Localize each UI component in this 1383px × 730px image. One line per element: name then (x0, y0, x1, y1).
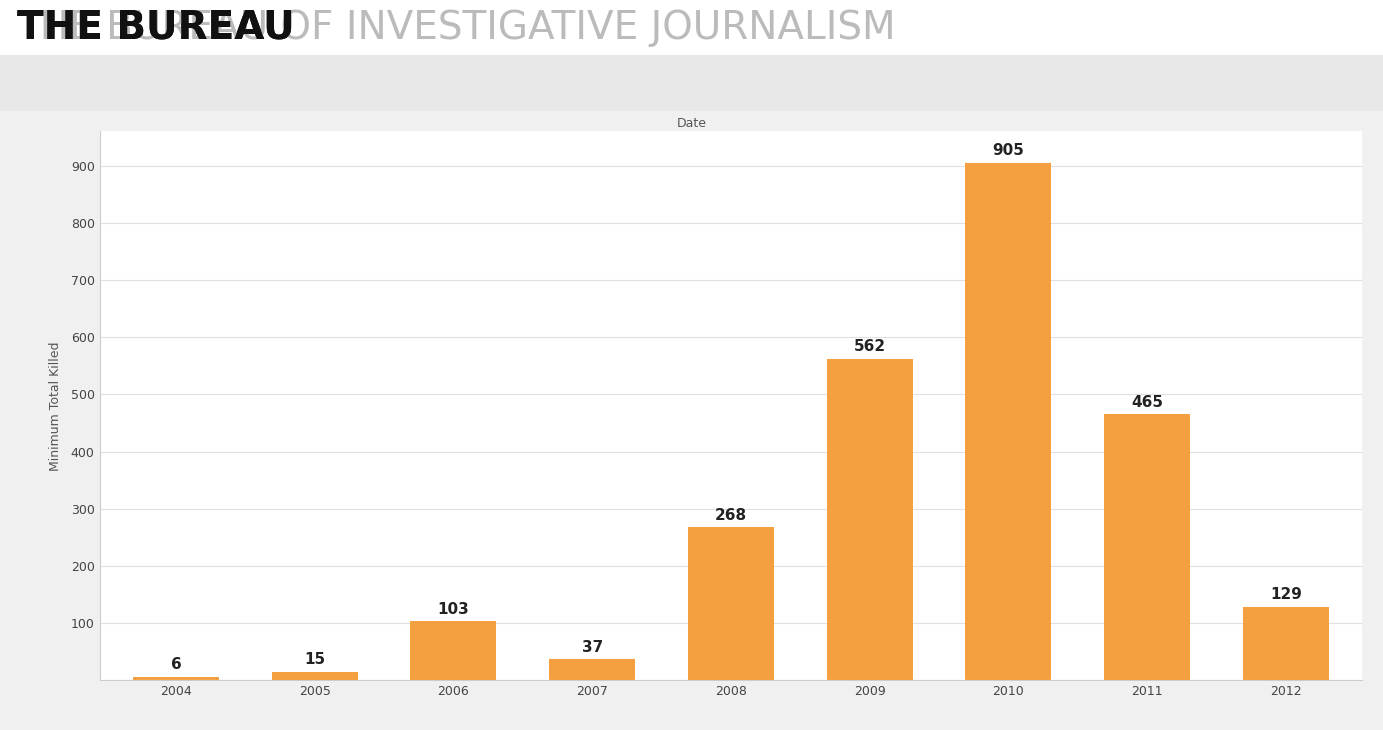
Text: THE BUREAU: THE BUREAU (17, 9, 295, 47)
Bar (271, 672, 358, 680)
Text: THE BUREAU: THE BUREAU (17, 9, 295, 47)
Text: 103: 103 (437, 602, 469, 617)
Text: 15: 15 (304, 652, 325, 667)
Bar (1243, 607, 1329, 680)
Text: 465: 465 (1131, 395, 1163, 410)
Text: Minimum Reported Drone Casualties per Year (correct as of 27/06/2012): Minimum Reported Drone Casualties per Ye… (353, 72, 1030, 90)
Bar (687, 527, 774, 680)
Text: Date: Date (676, 117, 707, 130)
Text: THE BUREAU OF INVESTIGATIVE JOURNALISM: THE BUREAU OF INVESTIGATIVE JOURNALISM (17, 9, 896, 47)
Bar (827, 359, 913, 680)
Bar (1104, 415, 1191, 680)
Bar (965, 163, 1051, 680)
Bar (411, 621, 496, 680)
Text: 268: 268 (715, 507, 747, 523)
Bar (549, 659, 635, 680)
Y-axis label: Minimum Total Killed: Minimum Total Killed (50, 341, 62, 471)
Text: 37: 37 (581, 639, 603, 655)
Text: 905: 905 (993, 143, 1025, 158)
Text: 562: 562 (853, 339, 885, 354)
Text: 129: 129 (1270, 587, 1301, 602)
Bar (133, 677, 219, 680)
Text: 6: 6 (170, 657, 181, 672)
